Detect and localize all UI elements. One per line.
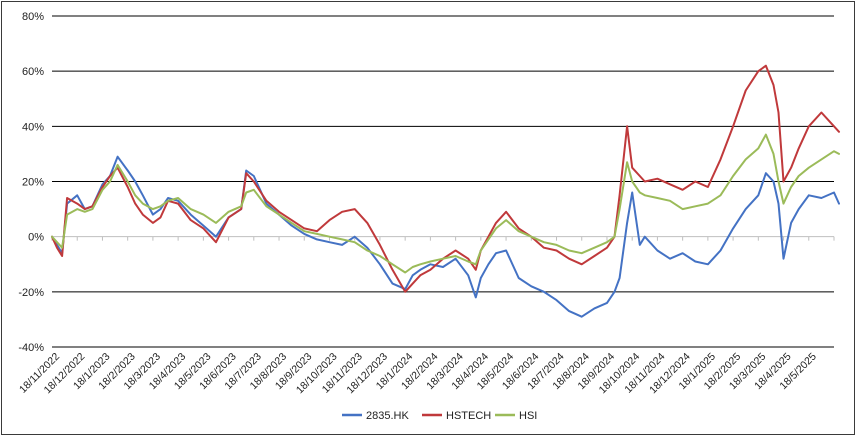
series-line-hstech [51, 64, 840, 293]
y-tick-label: -20% [18, 287, 44, 299]
y-axis-ticks: -40% -20% 0% 20% 40% 60% 80% [18, 11, 44, 354]
series-line-2835-hk [51, 155, 840, 318]
legend-label: HSI [519, 410, 537, 422]
legend-label: 2835.HK [366, 410, 409, 422]
series-line-hsi [51, 133, 840, 274]
y-tick-label: 60% [22, 66, 44, 78]
legend: 2835.HK HSTECH HSI [342, 410, 537, 422]
legend-label: HSTECH [446, 410, 491, 422]
y-tick-label: 40% [22, 121, 44, 133]
gridlines [51, 15, 835, 348]
y-tick-label: 0% [28, 232, 44, 244]
x-axis-ticks: 18/11/202218/12/202218/1/202318/2/202318… [17, 351, 819, 397]
y-tick-label: -40% [18, 342, 44, 354]
y-tick-label: 80% [22, 11, 44, 23]
series-lines [51, 64, 840, 318]
y-tick-label: 20% [22, 177, 44, 189]
